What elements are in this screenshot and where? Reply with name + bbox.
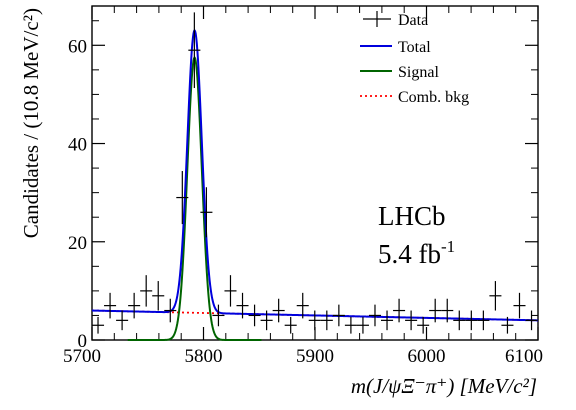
x-tick-label: 5900	[296, 346, 334, 367]
x-axis-title: m(J/ψΞ⁻π⁺) [MeV/c²]	[351, 374, 537, 398]
luminosity-exponent: -1	[441, 237, 455, 256]
data-point	[441, 298, 454, 323]
data-point	[260, 310, 273, 331]
data-point	[308, 310, 321, 331]
data-point	[188, 12, 201, 89]
data-point	[429, 298, 442, 323]
data-point	[212, 304, 225, 327]
y-tick-label: 60	[68, 36, 87, 57]
data-point	[104, 292, 117, 319]
data-point	[501, 316, 514, 334]
data-point	[489, 281, 502, 311]
data-point	[356, 316, 369, 334]
data-point	[417, 316, 430, 334]
data-point	[284, 316, 297, 334]
x-tick-label: 5700	[63, 346, 101, 367]
legend-label-comb-bkg: Comb. bkg	[398, 89, 469, 106]
data-point	[92, 316, 105, 334]
x-tick-label: 5800	[185, 346, 223, 367]
data-point	[381, 310, 394, 331]
data-point	[320, 310, 333, 331]
axis-tick-labels: 5700 5800 5900 6000 6100 0 20 40 60	[63, 36, 543, 367]
x-tick-label: 6000	[408, 346, 446, 367]
legend-label-data: Data	[398, 12, 428, 29]
x-tick-label: 6100	[505, 346, 543, 367]
data-point	[453, 310, 466, 331]
data-point	[368, 304, 382, 327]
data-point	[140, 275, 153, 307]
y-axis-title: Candidates / (10.8 MeV/c²)	[19, 8, 43, 238]
data-point	[164, 298, 177, 323]
experiment-label: LHCb	[378, 201, 446, 231]
data-point	[393, 298, 406, 323]
data-points	[92, 12, 538, 334]
data-point	[200, 187, 213, 238]
legend-label-signal: Signal	[398, 64, 439, 81]
data-point	[477, 310, 490, 331]
data-point	[128, 292, 141, 319]
data-point	[116, 310, 129, 331]
data-point	[344, 316, 357, 334]
luminosity-value: 5.4 fb	[378, 239, 441, 269]
legend-item-total: Total	[360, 39, 431, 56]
data-point	[236, 292, 249, 319]
legend: Data Total Signal Comb. bkg	[360, 11, 469, 106]
data-point	[248, 304, 261, 327]
data-point	[176, 171, 189, 225]
data-point	[224, 275, 237, 307]
data-point	[525, 310, 538, 331]
data-point	[513, 292, 526, 319]
data-point	[152, 281, 165, 311]
data-point	[405, 310, 418, 331]
legend-label-total: Total	[398, 39, 431, 56]
data-point	[272, 298, 285, 323]
data-point	[296, 292, 309, 319]
data-point	[332, 304, 345, 327]
y-tick-label: 0	[78, 331, 88, 352]
axis-ticks	[91, 6, 539, 341]
y-tick-label: 20	[68, 233, 87, 254]
y-tick-label: 40	[68, 135, 87, 156]
legend-item-comb-bkg: Comb. bkg	[360, 89, 469, 106]
data-point	[465, 310, 478, 331]
legend-item-signal: Signal	[360, 64, 439, 81]
legend-item-data: Data	[363, 11, 428, 29]
luminosity-label: 5.4 fb-1	[378, 237, 455, 269]
